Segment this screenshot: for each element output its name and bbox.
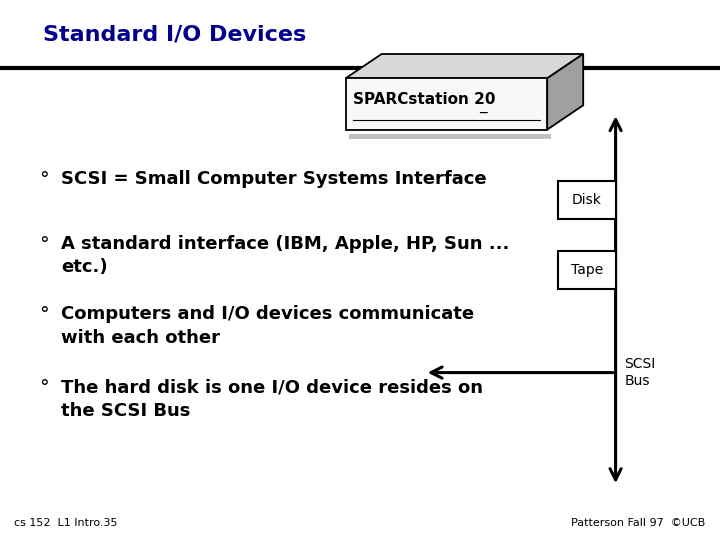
Text: Computers and I/O devices communicate
with each other: Computers and I/O devices communicate wi… [61, 305, 474, 347]
Polygon shape [346, 78, 547, 130]
Text: °: ° [40, 170, 50, 189]
Text: SCSI = Small Computer Systems Interface: SCSI = Small Computer Systems Interface [61, 170, 487, 188]
Text: °: ° [40, 235, 50, 254]
Text: A standard interface (IBM, Apple, HP, Sun ...
etc.): A standard interface (IBM, Apple, HP, Su… [61, 235, 510, 276]
Text: Standard I/O Devices: Standard I/O Devices [43, 24, 307, 44]
Polygon shape [349, 134, 551, 139]
Text: _: _ [479, 98, 487, 112]
Polygon shape [547, 54, 583, 130]
Text: °: ° [40, 378, 50, 397]
Text: cs 152  L1 Intro.35: cs 152 L1 Intro.35 [14, 518, 118, 528]
Polygon shape [346, 54, 583, 78]
Polygon shape [558, 251, 616, 289]
Text: °: ° [40, 305, 50, 324]
Text: Tape: Tape [571, 263, 603, 277]
Text: Disk: Disk [572, 193, 602, 207]
Text: Patterson Fall 97  ©UCB: Patterson Fall 97 ©UCB [572, 518, 706, 528]
Polygon shape [558, 181, 616, 219]
Text: SPARCstation 20: SPARCstation 20 [353, 92, 495, 107]
Text: SCSI
Bus: SCSI Bus [624, 357, 655, 388]
Text: The hard disk is one I/O device resides on
the SCSI Bus: The hard disk is one I/O device resides … [61, 378, 483, 420]
